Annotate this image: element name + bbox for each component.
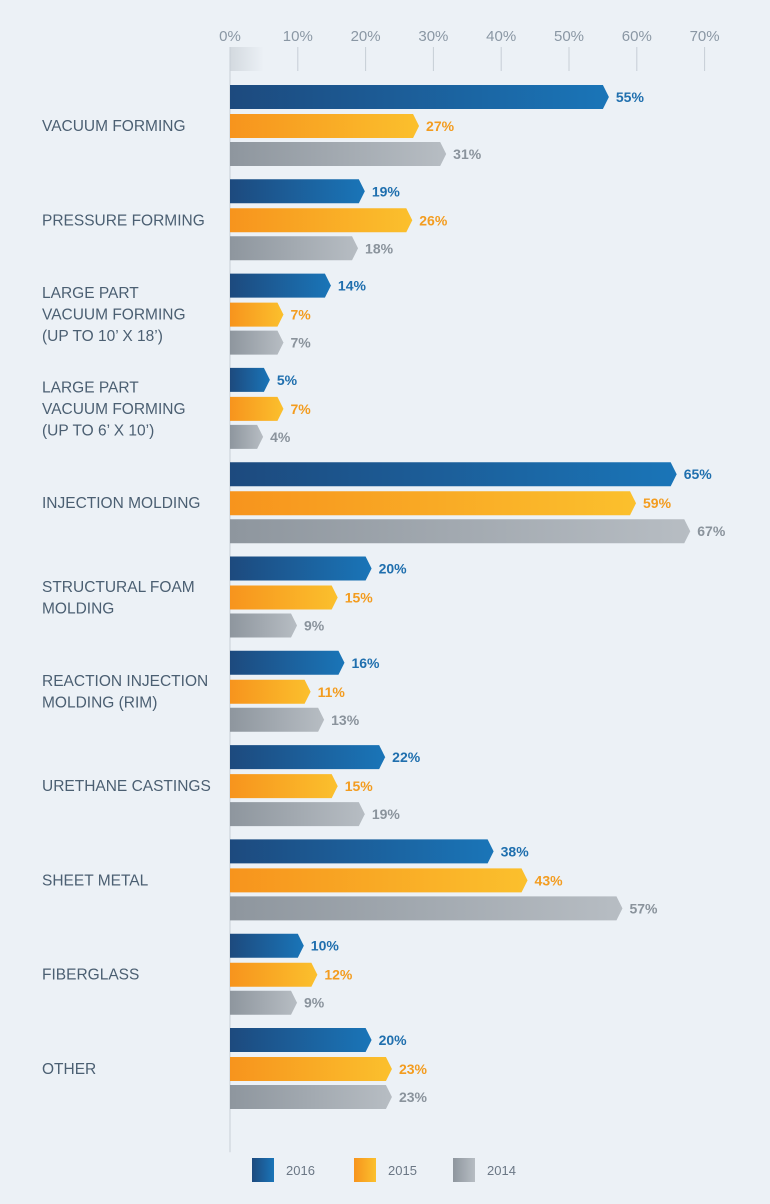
bar-value-label: 57% [629,900,658,916]
x-tick-label: 10% [283,28,313,45]
bar-value-label: 7% [290,307,311,323]
bar-value-label: 15% [345,590,374,606]
category-label: INJECTION MOLDING [42,495,200,512]
x-tick-label: 50% [554,28,584,45]
bar-value-label: 9% [304,995,325,1011]
bar [230,491,637,516]
bar [230,868,528,893]
category-label: SHEET METAL [42,872,149,889]
bar [230,839,494,864]
bar [230,424,264,449]
category-label: STRUCTURAL FOAM MOLDING [42,579,195,618]
bar [230,273,331,298]
bar [230,142,447,166]
legend-swatch [354,1158,376,1182]
bar [230,302,284,327]
x-tick-label: 60% [622,28,652,45]
bar [230,650,345,675]
x-tick-label: 40% [486,28,516,45]
bar-value-label: 65% [684,466,713,482]
bar-value-label: 4% [270,429,291,445]
bar [230,613,298,638]
bar-value-label: 10% [311,938,340,954]
category-label: PRESSURE FORMING [42,212,205,229]
bar [230,962,318,987]
bar [230,707,325,732]
bar-value-label: 12% [324,967,353,983]
bar-value-label: 7% [290,335,311,351]
bar [230,774,338,799]
bar-value-label: 38% [501,843,530,859]
legend-label: 2016 [286,1163,315,1178]
axis-fade [230,47,264,71]
bar [230,1085,392,1109]
x-axis-ticks: 0% 10% 20% 30% 40% 50% 60% 70% [219,28,719,45]
category-label: VACUUM FORMING [42,118,186,135]
bar [230,519,691,544]
category-label: FIBERGLASS [42,967,139,984]
legend-swatch [453,1158,475,1182]
bar [230,179,365,204]
bar-value-label: 23% [399,1089,428,1105]
bar-value-label: 19% [372,806,401,822]
bar [230,745,386,770]
bar [230,85,609,109]
category-label: LARGE PART VACUUM FORMING (UP TO 6’ X 10’) [42,379,186,439]
category-label: LARGE PART VACUUM FORMING (UP TO 10’ X 18’… [42,285,186,345]
bar-value-label: 13% [331,712,360,728]
bar [230,208,413,233]
bar-value-label: 26% [419,212,448,228]
bar [230,114,420,138]
bar [230,990,298,1015]
bar-value-label: 18% [365,240,394,256]
bar [230,556,372,581]
bar [230,236,359,261]
bar [230,802,365,827]
bar-value-label: 43% [535,872,564,888]
bar-value-label: 19% [372,183,401,199]
bar [230,1057,392,1081]
bar [230,462,677,487]
bar-value-label: 55% [616,89,645,105]
bar [230,896,623,921]
bar-value-label: 20% [379,561,408,577]
category-label: URETHANE CASTINGS [42,778,211,795]
bar-value-label: 20% [379,1032,408,1048]
bar [230,585,338,610]
bar-value-label: 67% [697,523,726,539]
legend-label: 2015 [388,1163,417,1178]
bar-value-label: 59% [643,495,672,511]
bar-value-label: 11% [318,684,346,700]
bar-value-label: 22% [392,749,421,765]
bars: 55% 27% 31% 19% 26% 18% 14% 7% 7% 5% 7% 4% 65% 59% 67%… [230,85,726,1109]
bar [230,1028,372,1052]
x-tick-label: 70% [690,28,720,45]
x-tick-label: 0% [219,28,241,45]
category-labels: VACUUM FORMING PRESSURE FORMING LARGE PART… [42,118,211,1078]
bar [230,396,284,421]
category-label: REACTION INJECTION MOLDING (RIM) [42,673,208,712]
bar-value-label: 23% [399,1061,428,1077]
bar-value-label: 7% [290,401,311,417]
bar-value-label: 16% [351,655,380,671]
bar [230,330,284,355]
bar-value-label: 9% [304,618,325,634]
legend-label: 2014 [487,1163,516,1178]
x-tick-label: 30% [418,28,448,45]
bar [230,679,311,704]
category-label: OTHER [42,1061,96,1078]
bar-value-label: 15% [345,778,374,794]
x-tick-label: 20% [351,28,381,45]
bar-value-label: 5% [277,372,298,388]
bar-value-label: 31% [453,146,482,162]
legend-swatch [252,1158,274,1182]
bar-value-label: 14% [338,278,367,294]
bar [230,367,270,392]
bar [230,933,304,958]
bar-value-label: 27% [426,118,455,134]
legend: 2016 2015 2014 [252,1158,516,1182]
